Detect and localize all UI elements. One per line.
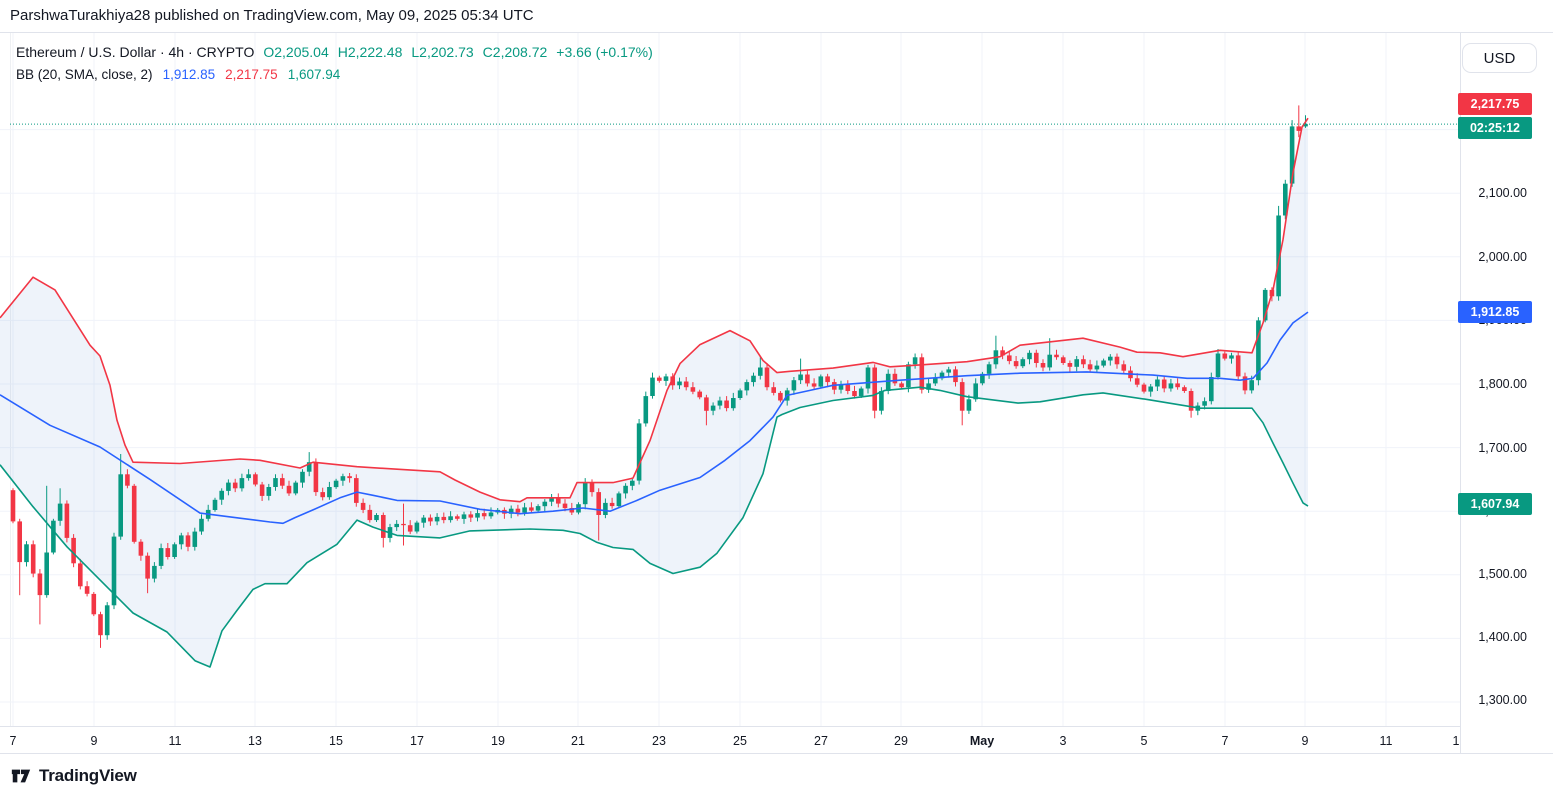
price-axis-label: 1,400.00 xyxy=(1478,630,1527,644)
time-axis-label: 9 xyxy=(90,733,98,748)
time-axis-label: 23 xyxy=(652,733,666,748)
time-axis-label: 13 xyxy=(248,733,262,748)
bb-upper-tag: 2,217.75 xyxy=(1458,93,1532,115)
price-axis-label: 1,300.00 xyxy=(1478,693,1527,707)
tradingview-wordmark: TradingView xyxy=(39,766,137,785)
open-value: O2,205.04 xyxy=(263,44,329,60)
symbol-title[interactable]: Ethereum / U.S. Dollar · 4h · CRYPTO xyxy=(16,44,255,60)
time-axis-label: 19 xyxy=(491,733,505,748)
indicator-name[interactable]: BB (20, SMA, close, 2) xyxy=(16,67,153,82)
symbol-legend-row: Ethereum / U.S. Dollar · 4h · CRYPTO O2,2… xyxy=(16,44,653,60)
time-axis-label: 3 xyxy=(1059,733,1067,748)
time-axis-label: 1 xyxy=(1452,733,1460,748)
published-info: ParshwaTurakhiya28 published on TradingV… xyxy=(0,0,1553,33)
time-axis-label: 11 xyxy=(1379,733,1393,748)
high-value: H2,222.48 xyxy=(337,44,403,60)
time-axis-label: 15 xyxy=(329,733,343,748)
time-axis-label: 27 xyxy=(814,733,828,748)
currency-toggle-button[interactable]: USD xyxy=(1462,43,1537,73)
tradingview-logo-icon xyxy=(11,769,31,783)
time-axis-label: 5 xyxy=(1140,733,1148,748)
bb-basis-tag: 1,912.85 xyxy=(1458,301,1532,323)
price-axis-label: 2,000.00 xyxy=(1478,250,1527,264)
bb-lower-tag: 1,607.94 xyxy=(1458,493,1532,515)
time-axis-label: 7 xyxy=(9,733,17,748)
time-axis-label: 9 xyxy=(1301,733,1309,748)
time-axis[interactable]: 7 9 11 13 15 17 19 21 23 25 27 29 May 3 5 7 9 11 1 xyxy=(0,726,1460,754)
time-axis-label: 25 xyxy=(733,733,747,748)
time-axis-label: 21 xyxy=(571,733,585,748)
time-axis-label: May xyxy=(969,733,995,748)
bb-basis-value: 1,912.85 xyxy=(162,67,216,82)
time-axis-label: 29 xyxy=(894,733,908,748)
bb-lower-value: 1,607.94 xyxy=(287,67,341,82)
price-axis-label: 1,700.00 xyxy=(1478,441,1527,455)
tradingview-branding[interactable]: TradingView xyxy=(10,765,137,787)
axis-bottom-border xyxy=(0,753,1553,754)
indicator-legend-row: BB (20, SMA, close, 2) 1,912.85 2,217.75 1,… xyxy=(16,67,653,82)
chart-legend: Ethereum / U.S. Dollar · 4h · CRYPTO O2,2… xyxy=(16,44,653,82)
countdown-tag: 02:25:12 xyxy=(1458,117,1532,139)
bb-upper-value: 2,217.75 xyxy=(225,67,278,82)
change-value: +3.66 (+0.17%) xyxy=(556,44,653,60)
price-axis-label: 1,800.00 xyxy=(1478,377,1527,391)
time-axis-label: 17 xyxy=(410,733,424,748)
time-axis-label: 7 xyxy=(1221,733,1229,748)
close-value: C2,208.72 xyxy=(482,44,548,60)
low-value: L2,202.73 xyxy=(411,44,474,60)
price-axis[interactable] xyxy=(1460,33,1461,754)
price-axis-label: 2,100.00 xyxy=(1478,186,1527,200)
price-axis-label: 1,500.00 xyxy=(1478,567,1527,581)
plot-left-border xyxy=(10,33,11,726)
time-axis-label: 11 xyxy=(168,733,182,748)
